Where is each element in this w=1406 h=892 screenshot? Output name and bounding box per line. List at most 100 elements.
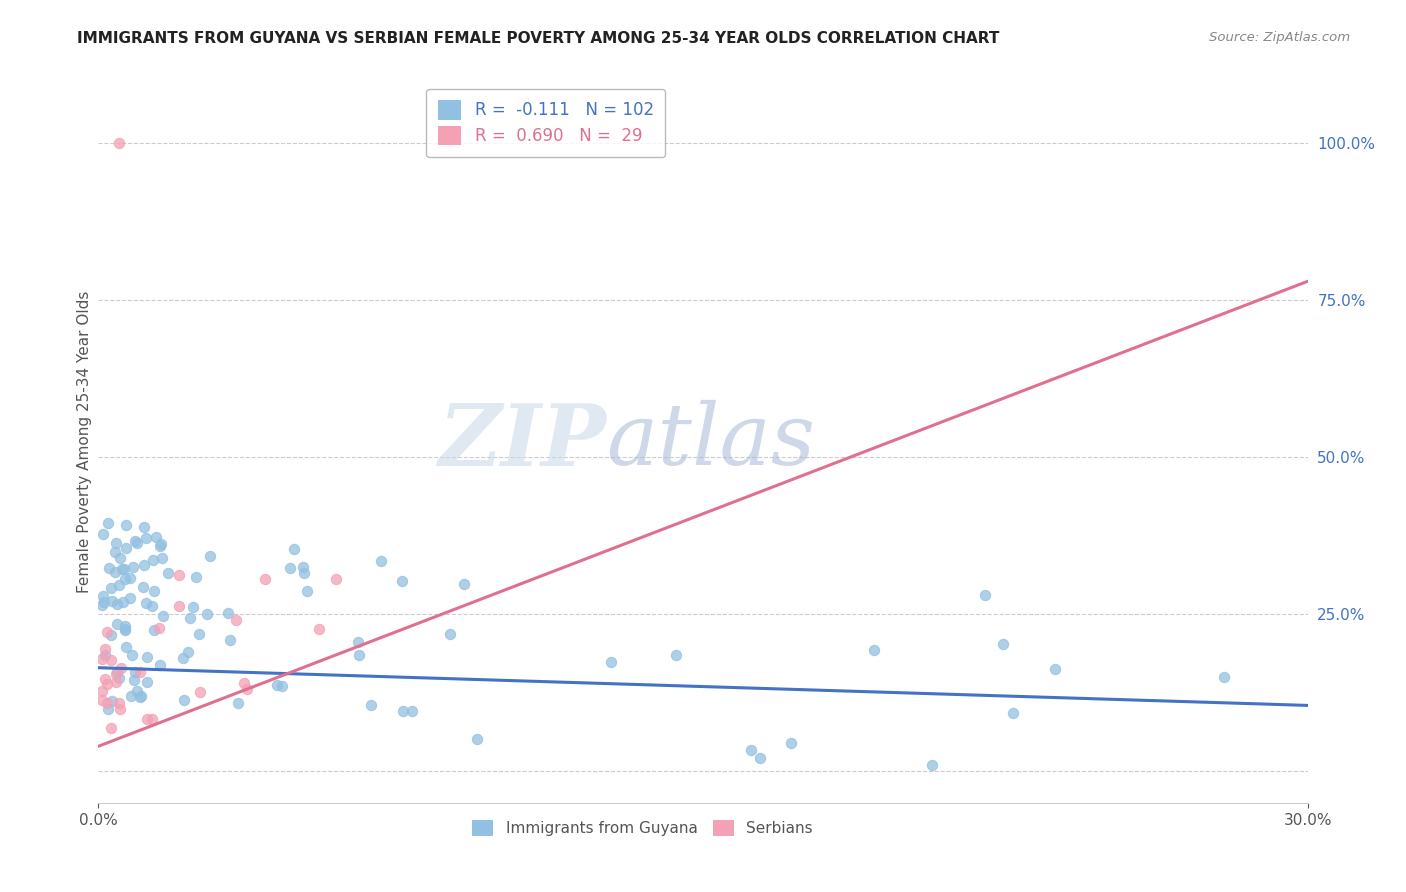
Point <box>993 637 1015 651</box>
Point <box>91 527 114 541</box>
Point <box>172 651 194 665</box>
Point <box>1001 706 1024 721</box>
Point <box>188 685 211 699</box>
Point <box>253 572 276 586</box>
Point <box>108 702 131 716</box>
Point <box>91 693 114 707</box>
Point <box>142 552 165 566</box>
Point <box>236 682 259 697</box>
Point <box>112 562 135 576</box>
Point <box>91 598 114 612</box>
Point <box>120 571 142 585</box>
Point <box>91 684 114 698</box>
Point <box>360 698 382 713</box>
Point <box>132 580 155 594</box>
Point <box>93 648 115 662</box>
Point <box>149 537 172 551</box>
Point <box>128 665 150 679</box>
Point <box>135 675 157 690</box>
Text: IMMIGRANTS FROM GUYANA VS SERBIAN FEMALE POVERTY AMONG 25-34 YEAR OLDS CORRELATI: IMMIGRANTS FROM GUYANA VS SERBIAN FEMALE… <box>77 31 1000 46</box>
Legend: Immigrants from Guyana, Serbians: Immigrants from Guyana, Serbians <box>465 814 820 842</box>
Point <box>107 136 129 150</box>
Point <box>862 643 884 657</box>
Point <box>114 518 136 533</box>
Point <box>111 594 134 608</box>
Point <box>107 696 129 710</box>
Point <box>141 712 163 726</box>
Point <box>142 623 165 637</box>
Point <box>232 675 254 690</box>
Point <box>94 672 117 686</box>
Point <box>347 648 370 662</box>
Point <box>266 678 288 692</box>
Point <box>152 608 174 623</box>
Point <box>391 574 413 588</box>
Point <box>292 560 315 574</box>
Point <box>1043 662 1066 676</box>
Point <box>122 673 145 688</box>
Point <box>149 539 172 553</box>
Point <box>115 640 138 654</box>
Point <box>465 731 488 746</box>
Point <box>283 542 305 557</box>
Point <box>101 693 124 707</box>
Point <box>740 743 762 757</box>
Point <box>145 531 167 545</box>
Point <box>105 665 128 679</box>
Point <box>195 607 218 622</box>
Point <box>148 621 170 635</box>
Point <box>308 622 330 636</box>
Point <box>141 599 163 614</box>
Point <box>104 675 127 690</box>
Point <box>100 721 122 735</box>
Point <box>1212 669 1234 683</box>
Point <box>181 599 204 614</box>
Point <box>294 566 316 581</box>
Point <box>121 648 143 663</box>
Point <box>600 655 623 669</box>
Text: ZIP: ZIP <box>439 400 606 483</box>
Point <box>94 642 117 657</box>
Point <box>114 573 136 587</box>
Point <box>110 661 132 675</box>
Point <box>105 597 128 611</box>
Y-axis label: Female Poverty Among 25-34 Year Olds: Female Poverty Among 25-34 Year Olds <box>77 291 91 592</box>
Point <box>297 583 319 598</box>
Point <box>179 611 201 625</box>
Point <box>129 689 152 703</box>
Point <box>105 616 128 631</box>
Point <box>91 589 114 603</box>
Point <box>370 554 392 568</box>
Point <box>921 758 943 772</box>
Point <box>167 599 190 614</box>
Point <box>122 560 145 574</box>
Point <box>100 628 122 642</box>
Point <box>96 624 118 639</box>
Point <box>136 711 159 725</box>
Point <box>104 667 127 681</box>
Point <box>124 533 146 548</box>
Point <box>125 683 148 698</box>
Point <box>392 704 415 718</box>
Point <box>150 550 173 565</box>
Point <box>97 702 120 716</box>
Text: atlas: atlas <box>606 401 815 483</box>
Point <box>108 551 131 566</box>
Point <box>128 690 150 704</box>
Point <box>114 622 136 636</box>
Point <box>748 751 770 765</box>
Point <box>325 572 347 586</box>
Point <box>104 535 127 549</box>
Point <box>184 570 207 584</box>
Point <box>198 549 221 563</box>
Point <box>100 653 122 667</box>
Point <box>173 693 195 707</box>
Point <box>111 562 134 576</box>
Point <box>157 566 180 580</box>
Point <box>217 607 239 621</box>
Point <box>134 558 156 573</box>
Point <box>974 588 997 602</box>
Point <box>136 650 159 665</box>
Point <box>97 516 120 530</box>
Point <box>115 541 138 555</box>
